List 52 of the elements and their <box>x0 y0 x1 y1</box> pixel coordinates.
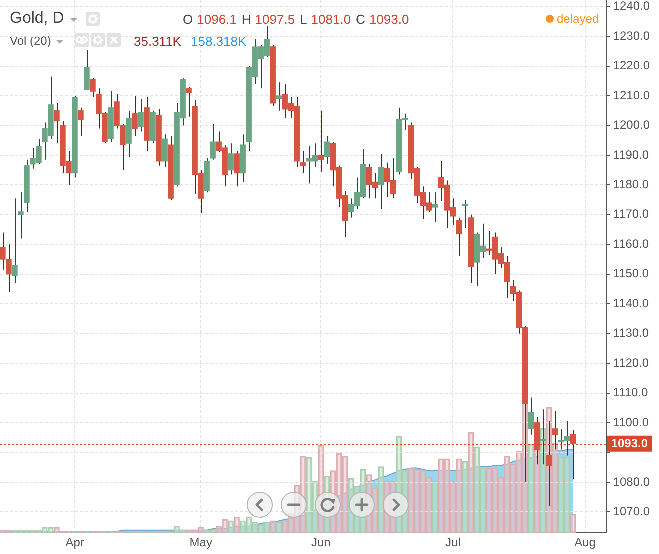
candlestick <box>18 192 24 240</box>
annotation: O 1096.1 H 1097.5 L 1081.0 C 1093.0 <box>183 12 410 27</box>
y-tick-label: 1100.0 <box>613 415 650 430</box>
x-tick-label: Aug <box>574 536 596 550</box>
y-tick-label: 1150.0 <box>613 266 650 281</box>
candlestick <box>300 150 306 174</box>
candlestick <box>570 430 576 480</box>
candlestick <box>54 102 60 144</box>
x-tick-label: Jun <box>311 536 331 550</box>
ref-line-label: 1093.0 <box>611 436 648 451</box>
x-tick-label: Apr <box>66 536 84 550</box>
y-tick-label: 1080.0 <box>613 474 650 489</box>
y-tick-label: 1230.0 <box>613 28 650 43</box>
candlestick <box>210 124 216 160</box>
y-tick-label: 1190.0 <box>613 148 650 162</box>
y-tick-label: 1170.0 <box>613 207 650 222</box>
y-tick-label: 1140.0 <box>613 296 650 310</box>
annotation: 35.311K <box>134 34 182 49</box>
candlestick <box>276 82 282 112</box>
candlestick <box>186 86 192 118</box>
x-tick-label: Jul <box>446 536 461 550</box>
y-tick-label: 1200.0 <box>613 118 650 132</box>
candlestick <box>228 143 234 176</box>
chart-title: Vol (20) <box>10 34 52 48</box>
y-tick-label: 1220.0 <box>613 58 650 73</box>
y-tick-label: 1070.0 <box>613 504 650 519</box>
candlestick <box>84 49 90 91</box>
candlestick <box>234 150 240 188</box>
text: Gold, D <box>10 10 64 27</box>
candlestick <box>432 192 438 223</box>
annotation: delayed <box>557 12 600 26</box>
candlestick <box>12 198 18 284</box>
y-tick-label: 1120.0 <box>613 356 650 370</box>
candlestick <box>378 153 384 210</box>
candlestick <box>162 134 168 168</box>
y-tick-label: 1130.0 <box>613 326 650 340</box>
candlestick <box>462 200 468 229</box>
candlestick <box>318 110 324 172</box>
candlestick <box>78 107 84 137</box>
candlestick <box>90 78 96 98</box>
candlestick <box>456 217 462 258</box>
y-tick-label: 1240.0 <box>613 0 650 14</box>
y-tick-label: 1110.0 <box>613 386 649 400</box>
y-tick-label: 1180.0 <box>613 178 650 192</box>
candlestick <box>324 136 330 165</box>
y-tick-label: 1160.0 <box>613 236 650 251</box>
x-tick-label: May <box>190 536 212 550</box>
candlestick <box>138 98 144 132</box>
candlestick <box>132 96 138 137</box>
annotation: 158.318K <box>191 34 247 49</box>
y-tick-label: 1210.0 <box>613 88 650 102</box>
candlestick <box>528 397 534 436</box>
